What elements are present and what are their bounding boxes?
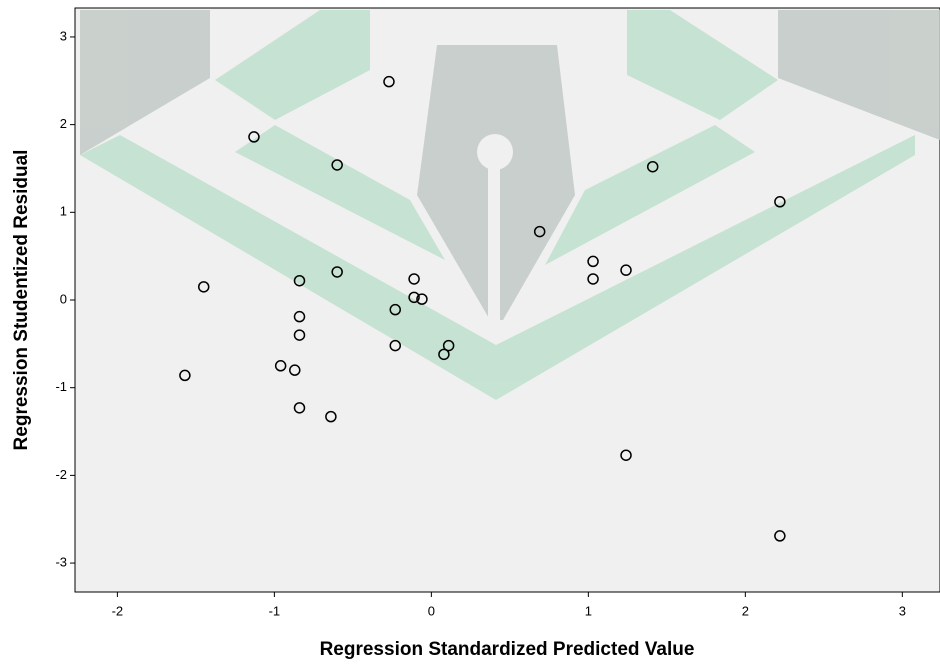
x-tick-label: -1 <box>269 603 281 618</box>
y-tick-label: -3 <box>55 555 67 570</box>
x-tick-label: 3 <box>899 603 906 618</box>
chart: Regression Standardized Predicted Value … <box>0 0 940 665</box>
y-tick-label: 2 <box>60 116 67 131</box>
y-tick-label: -2 <box>55 467 67 482</box>
y-tick-label: 3 <box>60 28 67 43</box>
x-axis-title: Regression Standardized Predicted Value <box>320 639 695 660</box>
x-tick-label: 2 <box>742 603 749 618</box>
y-tick-label: 1 <box>60 204 67 219</box>
x-tick-label: -2 <box>112 603 124 618</box>
x-tick-label: 1 <box>585 603 592 618</box>
y-tick-label: -1 <box>55 379 67 394</box>
y-axis-title: Regression Studentized Residual <box>11 150 32 451</box>
y-tick-label: 0 <box>60 291 67 306</box>
x-tick-label: 0 <box>428 603 435 618</box>
